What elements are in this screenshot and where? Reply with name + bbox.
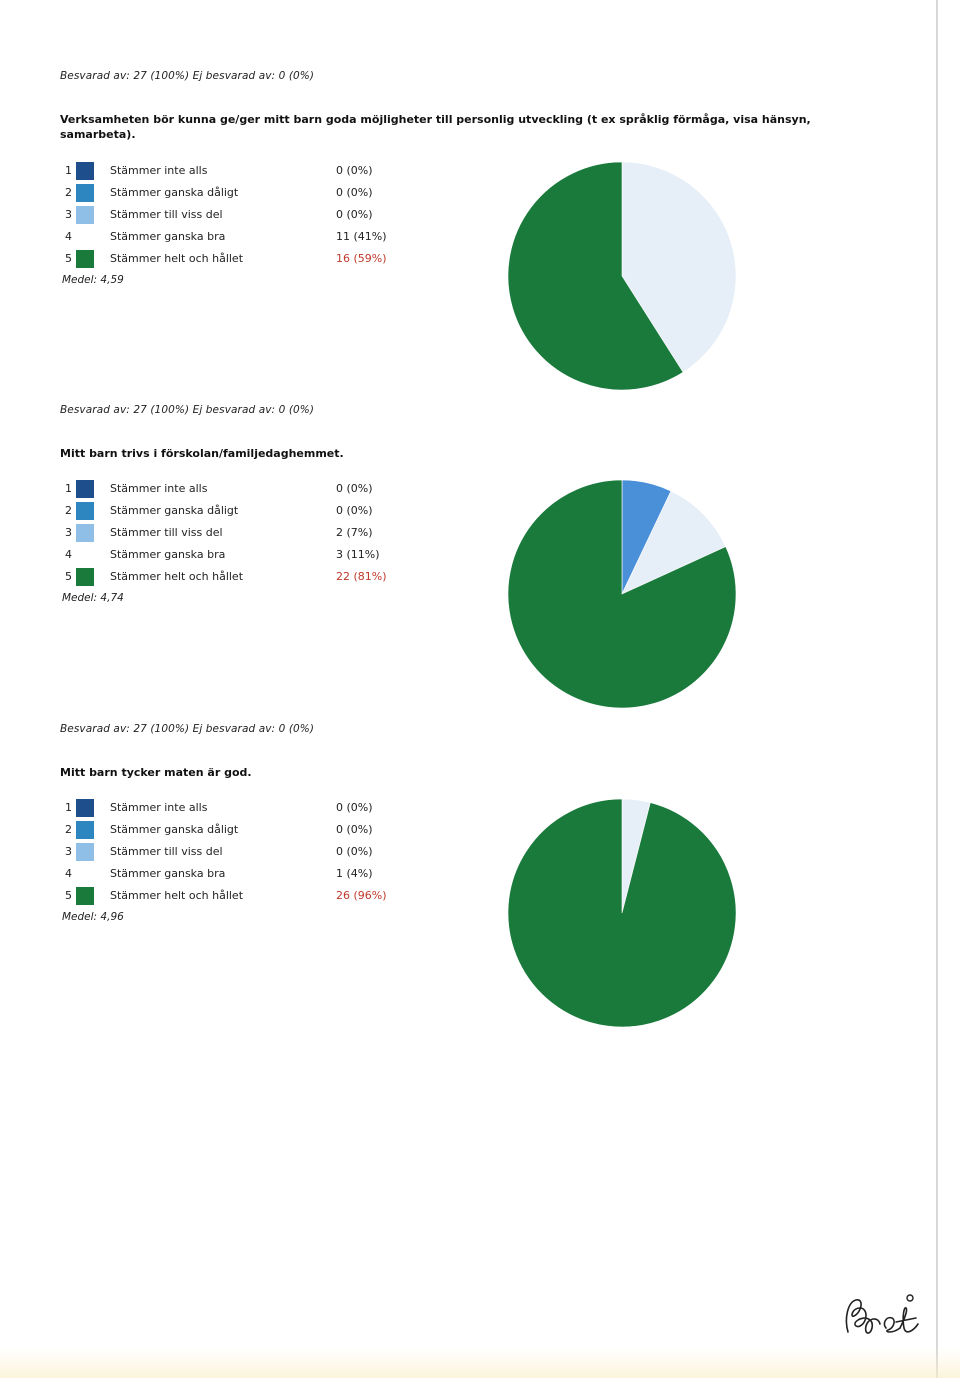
option-row: 3 Stämmer till viss del 0 (0%) (60, 843, 420, 861)
legend-swatch (76, 546, 94, 564)
pie-slice (507, 479, 737, 709)
legend-swatch (76, 524, 94, 542)
option-label: Stämmer ganska bra (110, 230, 226, 243)
legend-swatch (76, 480, 94, 498)
option-row: 2 Stämmer ganska dåligt 0 (0%) (60, 821, 420, 839)
legend-swatch (76, 184, 94, 202)
option-number: 2 (65, 823, 72, 836)
option-row: 4 Stämmer ganska bra 3 (11%) (60, 546, 420, 564)
option-label: Stämmer inte alls (110, 482, 208, 495)
option-number: 4 (65, 230, 72, 243)
legend-swatch (76, 865, 94, 883)
option-number: 3 (65, 526, 72, 539)
option-count: 22 (81%) (336, 570, 387, 583)
option-number: 3 (65, 845, 72, 858)
option-count: 2 (7%) (336, 526, 373, 539)
survey-section-1: Besvarad av: 27 (100%) Ej besvarad av: 0… (60, 70, 920, 400)
option-count: 0 (0%) (336, 801, 373, 814)
legend-swatch (76, 250, 94, 268)
option-number: 5 (65, 889, 72, 902)
answered-count: Besvarad av: 27 (100%) Ej besvarad av: 0… (60, 404, 315, 416)
option-count: 3 (11%) (336, 548, 380, 561)
option-count: 0 (0%) (336, 164, 373, 177)
legend-swatch (76, 887, 94, 905)
option-label: Stämmer inte alls (110, 801, 208, 814)
option-row: 1 Stämmer inte alls 0 (0%) (60, 480, 420, 498)
survey-section-3: Besvarad av: 27 (100%) Ej besvarad av: 0… (60, 723, 920, 1043)
option-label: Stämmer inte alls (110, 164, 208, 177)
answered-count: Besvarad av: 27 (100%) Ej besvarad av: 0… (60, 70, 315, 82)
option-count: 0 (0%) (336, 208, 373, 221)
option-number: 2 (65, 504, 72, 517)
option-label: Stämmer till viss del (110, 845, 223, 858)
page-edge (936, 0, 938, 1378)
option-count: 16 (59%) (336, 252, 387, 265)
option-row: 4 Stämmer ganska bra 1 (4%) (60, 865, 420, 883)
option-row: 5 Stämmer helt och hållet 22 (81%) (60, 568, 420, 586)
pie-chart (507, 161, 737, 391)
survey-section-2: Besvarad av: 27 (100%) Ej besvarad av: 0… (60, 404, 920, 724)
option-number: 4 (65, 867, 72, 880)
legend-swatch (76, 228, 94, 246)
pie-slice (621, 161, 737, 373)
option-label: Stämmer ganska dåligt (110, 186, 239, 199)
option-number: 2 (65, 186, 72, 199)
mean-value: Medel: 4,59 (62, 274, 124, 286)
legend-swatch (76, 821, 94, 839)
option-row: 1 Stämmer inte alls 0 (0%) (60, 162, 420, 180)
option-count: 11 (41%) (336, 230, 387, 243)
question-text: Mitt barn trivs i förskolan/familjedaghe… (60, 447, 344, 460)
option-label: Stämmer ganska dåligt (110, 504, 239, 517)
legend-swatch (76, 799, 94, 817)
pie-slice (507, 161, 684, 391)
option-count: 0 (0%) (336, 504, 373, 517)
legend-swatch (76, 206, 94, 224)
option-label: Stämmer till viss del (110, 208, 223, 221)
mean-value: Medel: 4,74 (62, 592, 124, 604)
option-row: 3 Stämmer till viss del 2 (7%) (60, 524, 420, 542)
option-number: 5 (65, 252, 72, 265)
option-label: Stämmer ganska bra (110, 548, 226, 561)
option-row: 5 Stämmer helt och hållet 16 (59%) (60, 250, 420, 268)
handwritten-signature (845, 1294, 919, 1334)
pie-chart (507, 798, 737, 1028)
option-label: Stämmer till viss del (110, 526, 223, 539)
option-number: 1 (65, 482, 72, 495)
option-row: 2 Stämmer ganska dåligt 0 (0%) (60, 184, 420, 202)
option-count: 0 (0%) (336, 845, 373, 858)
scan-bottom-tint (0, 1348, 960, 1378)
option-row: 5 Stämmer helt och hållet 26 (96%) (60, 887, 420, 905)
option-number: 5 (65, 570, 72, 583)
pie-chart (507, 479, 737, 709)
option-count: 0 (0%) (336, 482, 373, 495)
option-count: 26 (96%) (336, 889, 387, 902)
question-text: Mitt barn tycker maten är god. (60, 766, 252, 779)
legend-swatch (76, 843, 94, 861)
option-label: Stämmer helt och hållet (110, 889, 244, 902)
option-label: Stämmer ganska bra (110, 867, 226, 880)
option-label: Stämmer helt och hållet (110, 252, 244, 265)
option-count: 0 (0%) (336, 823, 373, 836)
option-number: 1 (65, 164, 72, 177)
pie-slice (621, 490, 727, 595)
mean-value: Medel: 4,96 (62, 911, 124, 923)
option-label: Stämmer helt och hållet (110, 570, 244, 583)
option-row: 4 Stämmer ganska bra 11 (41%) (60, 228, 420, 246)
question-text: Verksamheten bör kunna ge/ger mitt barn … (60, 113, 811, 141)
option-row: 1 Stämmer inte alls 0 (0%) (60, 799, 420, 817)
legend-swatch (76, 162, 94, 180)
option-label: Stämmer ganska dåligt (110, 823, 239, 836)
option-count: 0 (0%) (336, 186, 373, 199)
option-row: 2 Stämmer ganska dåligt 0 (0%) (60, 502, 420, 520)
option-count: 1 (4%) (336, 867, 373, 880)
option-row: 3 Stämmer till viss del 0 (0%) (60, 206, 420, 224)
legend-swatch (76, 502, 94, 520)
option-number: 4 (65, 548, 72, 561)
answered-count: Besvarad av: 27 (100%) Ej besvarad av: 0… (60, 723, 315, 735)
option-number: 1 (65, 801, 72, 814)
option-number: 3 (65, 208, 72, 221)
legend-swatch (76, 568, 94, 586)
pie-slice (507, 798, 737, 1028)
